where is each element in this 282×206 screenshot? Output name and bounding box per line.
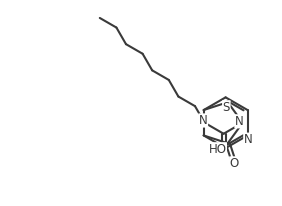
- Text: O: O: [230, 157, 239, 170]
- Text: N: N: [199, 114, 208, 127]
- Text: N: N: [235, 115, 244, 128]
- Text: HO: HO: [208, 143, 226, 156]
- Text: S: S: [223, 101, 230, 114]
- Text: N: N: [244, 133, 252, 146]
